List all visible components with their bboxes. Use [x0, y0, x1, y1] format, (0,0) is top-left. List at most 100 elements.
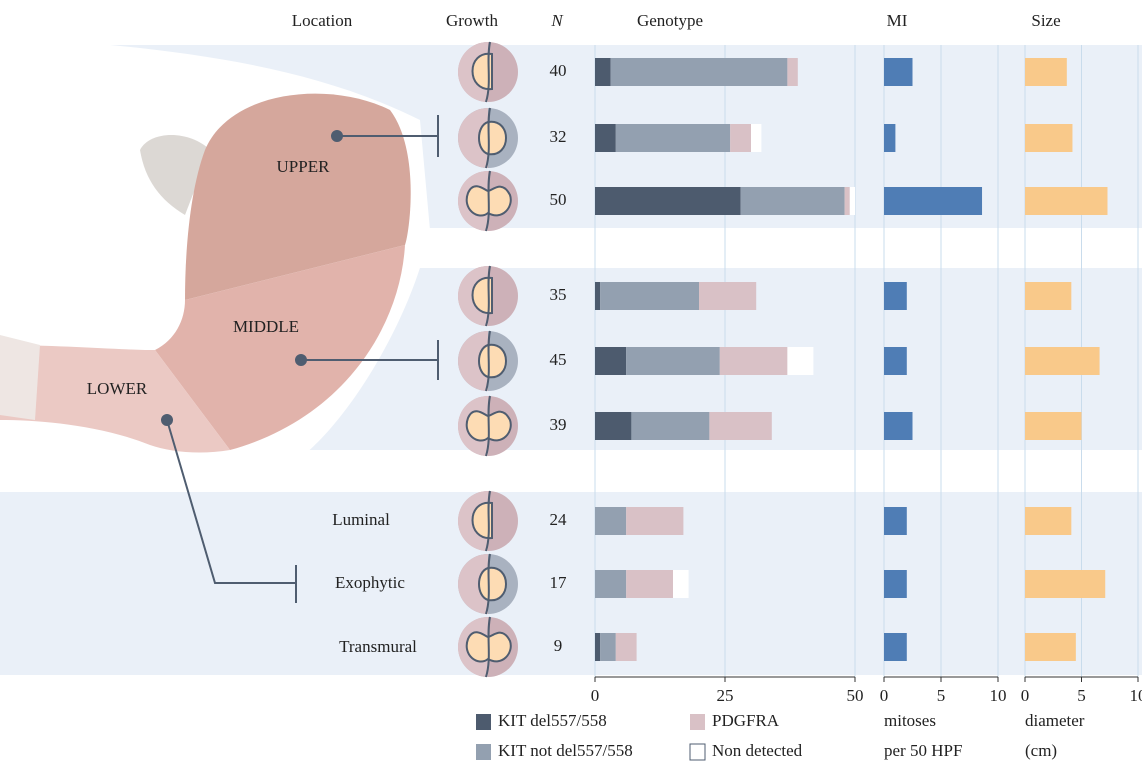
bar-segment: [595, 347, 626, 375]
bar-segment: [787, 58, 797, 86]
bar: [884, 124, 895, 152]
x-axis-label: per 50 HPF: [884, 741, 962, 760]
legend-swatch: [476, 714, 491, 730]
bar-segment: [709, 412, 771, 440]
growth-label: Transmural: [339, 637, 417, 656]
bar: [1025, 124, 1072, 152]
bar-segment: [720, 347, 788, 375]
bar-segment: [616, 124, 730, 152]
bar: [884, 507, 907, 535]
growth-icon: [458, 331, 518, 391]
bar-segment: [595, 124, 616, 152]
bar: [884, 187, 982, 215]
bar-segment: [699, 282, 756, 310]
x-tick-label: 25: [717, 686, 734, 705]
bar: [884, 412, 913, 440]
x-tick-label: 5: [1077, 686, 1086, 705]
bar: [884, 347, 907, 375]
bar-segment: [845, 187, 850, 215]
growth-icon: [458, 42, 518, 102]
x-axis-label: (cm): [1025, 741, 1057, 760]
x-tick-label: 0: [1021, 686, 1030, 705]
growth-icon: [458, 108, 518, 168]
growth-icon: [458, 266, 518, 326]
header: N: [550, 11, 564, 30]
region-label: UPPER: [277, 157, 331, 176]
bar: [1025, 58, 1067, 86]
legend-swatch: [690, 744, 705, 760]
legend-label: KIT del557/558: [498, 711, 607, 730]
legend-swatch: [690, 714, 705, 730]
growth-icon: [458, 491, 518, 551]
bar-segment: [595, 633, 600, 661]
region-label: LOWER: [87, 379, 148, 398]
bar-segment: [595, 187, 741, 215]
x-tick-label: 0: [880, 686, 889, 705]
bar: [884, 570, 907, 598]
bar-segment: [595, 412, 631, 440]
bar-segment: [595, 58, 611, 86]
x-axis-label: mitoses: [884, 711, 936, 730]
bar-segment: [626, 507, 683, 535]
growth-label: Luminal: [332, 510, 390, 529]
n-value: 39: [550, 415, 567, 434]
bar-segment: [600, 282, 699, 310]
icon-tumor: [479, 122, 506, 155]
growth-icon: [458, 171, 518, 231]
x-tick-label: 50: [847, 686, 864, 705]
header: Location: [292, 11, 353, 30]
header: Genotype: [637, 11, 703, 30]
header: Size: [1031, 11, 1060, 30]
bar-segment: [850, 187, 855, 215]
growth-icon: [458, 617, 518, 677]
bar-segment: [600, 633, 616, 661]
bar: [1025, 633, 1076, 661]
band: [0, 492, 1142, 675]
bar-segment: [730, 124, 751, 152]
bar-segment: [673, 570, 689, 598]
icon-tumor: [479, 345, 506, 378]
growth-icon: [458, 554, 518, 614]
bar: [1025, 282, 1071, 310]
legend-label: Non detected: [712, 741, 803, 760]
bar: [1025, 347, 1100, 375]
bar: [1025, 187, 1107, 215]
icon-tumor: [479, 568, 506, 601]
bar-segment: [616, 633, 637, 661]
n-value: 40: [550, 61, 567, 80]
growth-label: Exophytic: [335, 573, 405, 592]
n-value: 32: [550, 127, 567, 146]
bar-segment: [751, 124, 761, 152]
header: MI: [887, 11, 908, 30]
bar-segment: [787, 347, 813, 375]
bar: [1025, 412, 1082, 440]
bar-segment: [595, 282, 600, 310]
bar-segment: [595, 570, 626, 598]
n-value: 45: [550, 350, 567, 369]
legend-label: KIT not del557/558: [498, 741, 633, 760]
n-value: 50: [550, 190, 567, 209]
bar-segment: [595, 507, 626, 535]
x-tick-label: 0: [591, 686, 600, 705]
bar: [884, 58, 913, 86]
n-value: 9: [554, 636, 563, 655]
bar: [884, 633, 907, 661]
x-tick-label: 10: [1130, 686, 1142, 705]
bar: [884, 282, 907, 310]
bar-segment: [741, 187, 845, 215]
x-axis-label: diameter: [1025, 711, 1085, 730]
bar-segment: [611, 58, 788, 86]
growth-icon: [458, 396, 518, 456]
legend-label: PDGFRA: [712, 711, 780, 730]
x-tick-label: 10: [990, 686, 1007, 705]
bar-segment: [626, 347, 720, 375]
region-label: MIDDLE: [233, 317, 299, 336]
bar-segment: [631, 412, 709, 440]
bar: [1025, 570, 1105, 598]
n-value: 24: [550, 510, 568, 529]
legend-swatch: [476, 744, 491, 760]
n-value: 17: [550, 573, 568, 592]
bar-segment: [626, 570, 673, 598]
x-tick-label: 5: [937, 686, 946, 705]
figure: Location Growth N Genotype MI Size UPPER…: [0, 0, 1142, 766]
